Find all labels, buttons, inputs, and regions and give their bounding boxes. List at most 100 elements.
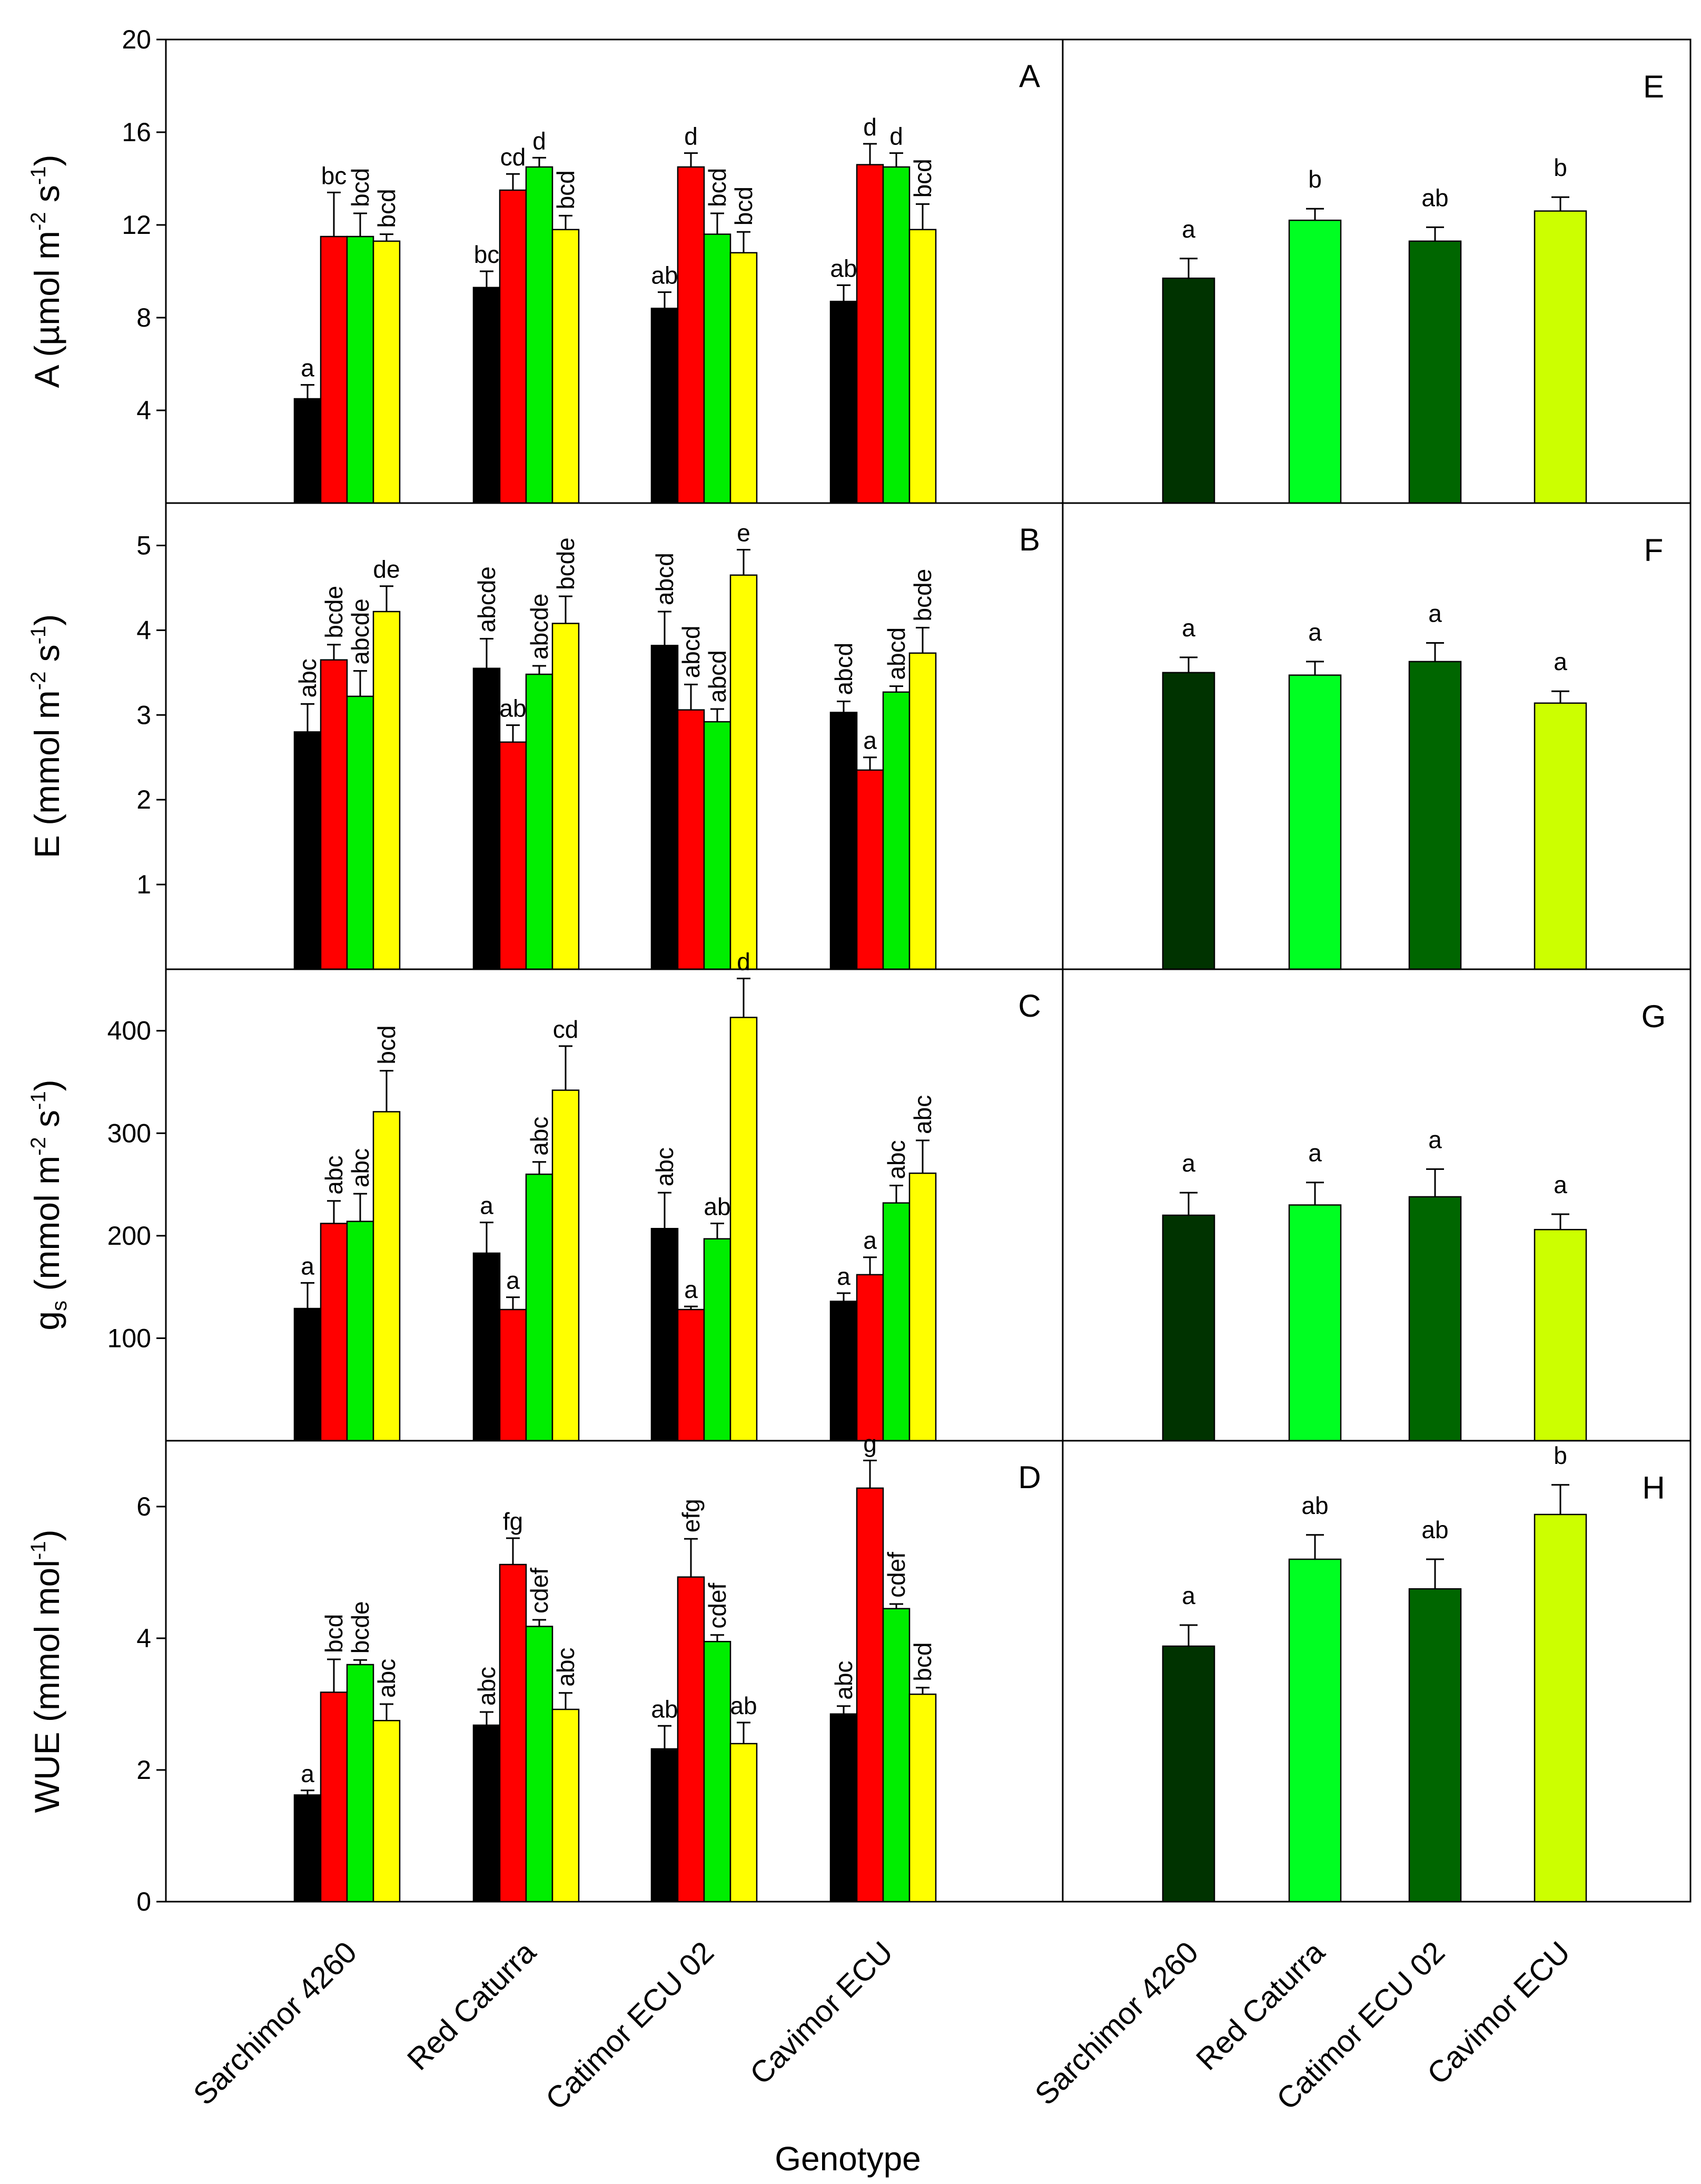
significance-letter: ab [704,1193,730,1221]
bar-green [882,691,911,970]
bar-ctrl [293,731,322,970]
significance-letter: abc [552,1648,579,1687]
significance-letter: de [373,556,400,583]
significance-letter: a [1428,1126,1442,1153]
bar-yellow [729,1017,758,1442]
significance-letter: a [1182,614,1195,642]
significance-letter: ab [651,262,678,289]
panel-f-frame [1062,502,1692,970]
y-tick-label: 3 [136,700,151,730]
significance-letter: abc [526,1117,553,1156]
panel-label-f: F [1644,533,1664,568]
y-tick-label: 200 [107,1221,151,1251]
significance-letter: ab [1301,1492,1328,1519]
panel-g-frame [1062,968,1692,1442]
significance-letter: abcde [347,598,374,664]
bar-g4 [1534,1513,1587,1903]
y-tick-label: 1 [136,870,151,899]
significance-letter: a [480,1192,493,1219]
significance-letter: bc [474,241,500,268]
bar-ctrl [829,1301,858,1442]
bar-green [882,1608,911,1903]
panel-h: Ha ab ab b [1062,1440,1692,1903]
significance-letter: bcd [373,1025,400,1064]
x-category-label-left: Catimor ECU 02 [539,1935,721,2117]
significance-letter: abc [473,1667,500,1706]
significance-letter: a [1308,618,1322,646]
significance-letter: ab [730,1692,757,1719]
significance-letter: abcd [830,643,857,695]
significance-letter: ab [499,695,526,722]
bar-g3 [1408,661,1462,970]
significance-letter: bcd [373,189,400,228]
significance-letter: ab [651,1695,678,1723]
panel-c: C100200300400aabcabcbcdaaabccdabcaabdaaa… [27,948,1064,1442]
significance-letter: bcde [320,586,348,638]
bar-red [499,741,527,970]
y-tick-label: 20 [122,25,151,54]
x-category-label-left: Cavimor ECU [744,1935,900,2091]
significance-letter: b [1554,154,1567,181]
bar-g3 [1408,1196,1462,1442]
panel-g: Ga a a a [1062,968,1692,1442]
bar-g1 [1162,277,1215,504]
significance-letter: abcd [883,627,910,680]
panel-label-b: B [1019,522,1040,557]
bar-ctrl [293,398,322,504]
significance-letter: a [684,1276,698,1303]
significance-letter: d [737,948,750,976]
y-tick-label: 4 [136,396,151,425]
significance-letter: d [889,123,903,150]
bar-ctrl [650,308,679,504]
bar-g2 [1288,1204,1342,1442]
bar-red [499,189,527,504]
significance-letter: a [1182,215,1195,243]
significance-letter: bcd [730,186,757,225]
bar-g1 [1162,1645,1215,1903]
bar-red [856,1274,884,1442]
bar-red [320,1691,348,1903]
significance-letter: abcd [677,626,705,678]
significance-letter: bcd [347,168,374,207]
bar-red [856,769,884,970]
bar-ctrl [293,1794,322,1903]
bar-yellow [372,611,401,970]
bar-yellow [372,240,401,504]
significance-letter: fg [503,1508,523,1535]
significance-letter: abcd [704,650,731,703]
y-tick-label: 4 [136,1624,151,1653]
panel-label-e: E [1643,69,1664,104]
significance-letter: ab [1421,1516,1448,1543]
bar-yellow [908,1172,937,1442]
significance-letter: cdef [883,1552,910,1598]
bar-yellow [551,623,580,970]
significance-letter: b [1308,165,1322,193]
significance-letter: bcd [909,159,936,198]
bar-yellow [372,1720,401,1903]
bar-green [346,1664,374,1903]
bar-green [525,1173,553,1442]
bar-ctrl [829,300,858,504]
bar-ctrl [472,1252,501,1442]
significance-letter: bcd [704,168,731,207]
bar-g2 [1288,674,1342,970]
significance-letter: a [1428,600,1442,627]
significance-letter: bcd [320,1614,348,1653]
bar-green [525,166,553,504]
bar-red [499,1309,527,1442]
bar-ctrl [829,1713,858,1903]
bar-ctrl [650,1228,679,1442]
bar-red [856,1487,884,1903]
panel-label-h: H [1642,1470,1665,1506]
y-tick-label: 100 [107,1323,151,1353]
bar-green [346,235,374,504]
bar-g4 [1534,702,1587,970]
bar-yellow [908,1694,937,1903]
bar-g4 [1534,1228,1587,1442]
bar-ctrl [829,712,858,970]
bar-red [499,1563,527,1903]
bar-green [346,1221,374,1442]
bar-green [525,1626,553,1903]
